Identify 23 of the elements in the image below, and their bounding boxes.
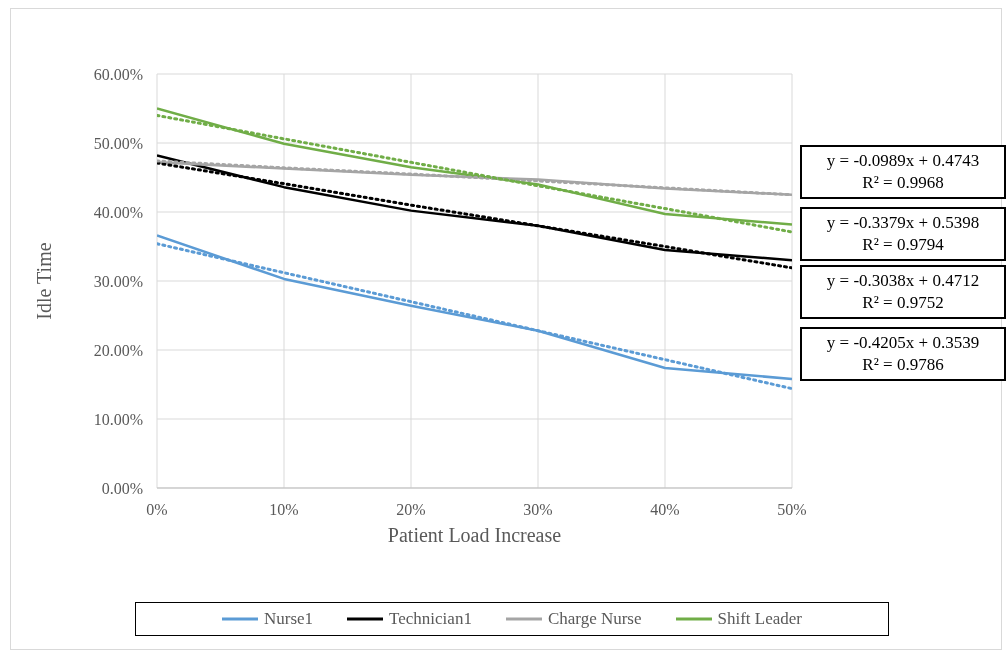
text: y = -0.3379x + 0.5398 R² = 0.9794: [825, 212, 981, 256]
text: y = -0.4205x + 0.3539 R² = 0.9786: [825, 332, 981, 376]
y-tick-label: 20.00%: [93, 341, 143, 359]
x-tick-label: 40%: [650, 501, 680, 519]
x-tick-label: 50%: [777, 501, 807, 519]
text: y = -0.0989x + 0.4743 R² = 0.9968: [825, 150, 981, 194]
y-tick-label: 30.00%: [93, 272, 143, 290]
y-tick-label: 60.00%: [93, 65, 143, 83]
y-tick-label: 0.00%: [101, 479, 143, 497]
x-tick-label: 30%: [523, 501, 553, 519]
y-axis-title: Idle Time: [33, 242, 56, 320]
legend-label: Nurse1: [263, 609, 314, 629]
legend-label: Technician1: [389, 609, 472, 629]
legend-label: Charge Nurse: [547, 609, 642, 629]
x-tick-label: 0%: [146, 501, 168, 519]
x-tick-label: 20%: [396, 501, 426, 519]
y-tick-label: 40.00%: [93, 203, 143, 221]
x-axis-title: Patient Load Increase: [387, 524, 562, 546]
text: y = -0.3038x + 0.4712 R² = 0.9752: [825, 270, 981, 314]
y-tick-label: 50.00%: [93, 134, 143, 152]
x-tick-label: 10%: [269, 501, 299, 519]
y-tick-label: 10.00%: [93, 410, 143, 428]
legend-label: Shift Leader: [717, 609, 803, 629]
